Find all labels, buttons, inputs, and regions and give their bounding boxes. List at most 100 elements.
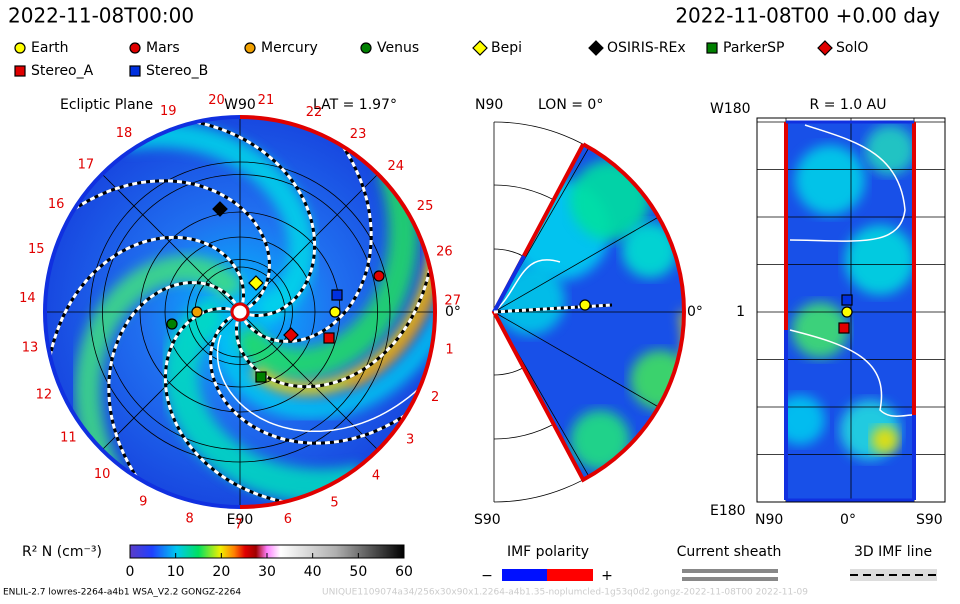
density-band <box>121 121 315 324</box>
marker <box>817 40 833 56</box>
clock-label: 12 <box>36 388 53 403</box>
clock-label: 11 <box>60 431 77 446</box>
marker <box>579 299 591 311</box>
imf-line <box>235 257 434 389</box>
clock-label: 14 <box>19 291 36 306</box>
density-blob <box>865 125 915 175</box>
marker <box>472 40 488 56</box>
map-mask <box>757 118 786 502</box>
legend-label: Mars <box>146 40 180 56</box>
legend-label: SolO <box>836 40 868 56</box>
grid-spoke <box>493 311 659 408</box>
marker <box>129 65 141 77</box>
colorbar-ticks: 0 10 20 30 40 50 60 <box>126 553 413 580</box>
panel-subtitle: LON = 0° <box>538 97 603 113</box>
marker <box>14 65 26 77</box>
clock-label: 3 <box>406 433 414 448</box>
current-sheet <box>216 334 435 433</box>
polarity-edge <box>239 115 437 509</box>
colorbar-tick-label: 60 <box>395 564 413 580</box>
legend-label: Stereo_B <box>146 63 208 79</box>
marker <box>588 40 604 56</box>
density-band <box>218 296 435 420</box>
marker <box>166 318 178 330</box>
clock-label: 9 <box>139 494 147 509</box>
clock-label: 5 <box>330 495 338 510</box>
colorbar-label: R² N (cm⁻³) <box>22 544 102 560</box>
clock-label: 22 <box>306 105 323 120</box>
marker <box>838 322 850 334</box>
clock-label: 18 <box>116 126 133 141</box>
clock-label: 20 <box>208 93 225 108</box>
density-band <box>163 297 367 504</box>
marker <box>244 42 256 54</box>
axis-label: N90 <box>755 512 783 528</box>
key-swatch <box>547 569 593 581</box>
clock-label: 16 <box>48 197 65 212</box>
current-sheet <box>789 124 913 417</box>
marker <box>129 42 141 54</box>
axis-label: S90 <box>474 512 501 528</box>
clock-label: 27 <box>444 293 461 308</box>
sun <box>230 302 250 322</box>
density-blob <box>495 265 565 335</box>
marker <box>283 327 299 343</box>
marker <box>331 289 343 301</box>
clock-label: 8 <box>186 511 194 526</box>
panel-subtitle: LAT = 1.97° <box>313 97 397 113</box>
marker <box>323 332 335 344</box>
density-field <box>45 117 435 507</box>
footer-right: UNIQUE1109074a34/256x30x90x1.2264-a4b1.3… <box>322 588 808 598</box>
imf-line <box>65 179 271 309</box>
axis-label: W180 <box>710 101 751 117</box>
density-band <box>250 228 435 395</box>
legend: Earth Mars Mercury Venus Bepi OSIRIS-REx Parke… <box>14 40 868 79</box>
marker <box>255 371 267 383</box>
density-blob <box>622 222 678 278</box>
marker <box>373 270 385 282</box>
radial-panel <box>756 117 946 503</box>
clock-label: 15 <box>28 242 45 257</box>
marker <box>248 275 264 291</box>
marker <box>329 306 341 318</box>
marker <box>360 42 372 54</box>
density-band <box>230 163 419 379</box>
density-band <box>347 235 435 387</box>
clock-label: 17 <box>78 157 95 172</box>
clock-label: 24 <box>388 159 405 174</box>
clock-label: 23 <box>350 127 367 142</box>
colorbar-tick-label: 40 <box>304 564 322 580</box>
density-blob <box>871 426 899 454</box>
time-left: 2022-11-08T00:00 <box>8 4 194 28</box>
polarity-edge <box>491 142 686 483</box>
marker <box>706 42 718 54</box>
key-symbol: − <box>481 568 493 584</box>
clock-label: 13 <box>22 340 39 355</box>
clock-label: 4 <box>372 468 380 483</box>
imf-line <box>493 303 613 314</box>
imf-line <box>46 235 245 367</box>
axis-label: W90 <box>224 97 256 113</box>
clock-label: 6 <box>284 512 292 527</box>
colorbar-tick-label: 50 <box>349 564 367 580</box>
legend-label: Stereo_A <box>31 63 94 79</box>
axis-label: S90 <box>916 512 943 528</box>
colorbar-tick-label: 30 <box>258 564 276 580</box>
axis-label: E180 <box>710 503 746 519</box>
key-swatch <box>682 569 778 573</box>
axis-label: 1 <box>736 304 745 320</box>
clock-label: 21 <box>258 93 275 108</box>
imf-line <box>107 281 237 487</box>
axis-label: 0° <box>445 304 461 320</box>
marker <box>14 42 26 54</box>
density-field <box>495 160 685 475</box>
legend-label: Bepi <box>491 40 522 56</box>
clock-label: 10 <box>94 467 111 482</box>
axis-label: E90 <box>227 512 254 528</box>
key-title: IMF polarity <box>507 544 589 560</box>
density-blob <box>792 302 848 358</box>
map-outline <box>756 117 946 503</box>
marker <box>191 306 203 318</box>
legend-label: Venus <box>377 40 419 56</box>
key-swatch <box>682 577 778 581</box>
